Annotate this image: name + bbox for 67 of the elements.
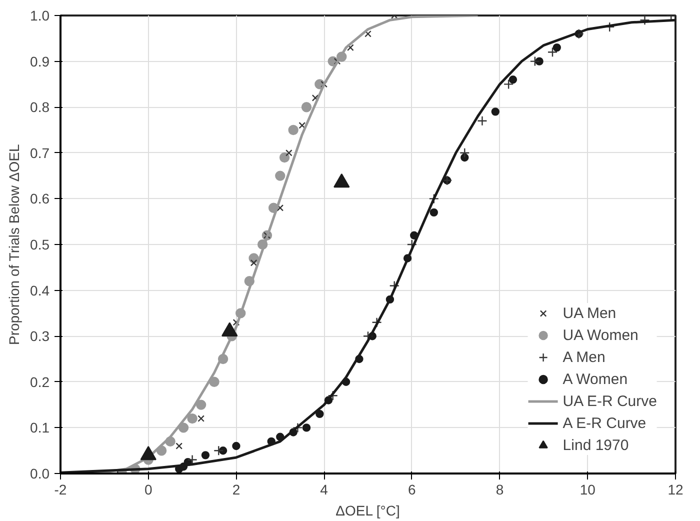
point	[196, 400, 206, 410]
point	[302, 424, 311, 432]
x-tick-label: 6	[408, 482, 416, 498]
y-tick-label: 0.3	[30, 328, 50, 344]
point	[372, 317, 382, 328]
point	[477, 116, 488, 126]
point	[503, 79, 514, 90]
point	[552, 43, 561, 52]
point	[250, 259, 258, 266]
point	[288, 124, 298, 136]
point	[286, 149, 292, 156]
legend-label: UA Women	[562, 326, 638, 344]
y-tick-label: 0.2	[30, 374, 50, 390]
x-tick-label: -2	[54, 482, 67, 498]
legend-label: UA E-R Curve	[562, 392, 657, 410]
point	[276, 204, 284, 212]
y-tick-label: 0.1	[30, 420, 50, 436]
y-tick-label: 0.5	[30, 236, 50, 252]
point	[176, 442, 183, 450]
x-tick-label: 12	[668, 482, 684, 498]
legend-label: A Men	[562, 348, 606, 366]
point	[547, 47, 558, 58]
y-tick-label: 0.7	[30, 144, 50, 161]
y-tick-label: 0.8	[30, 99, 50, 116]
point	[530, 56, 540, 66]
point	[428, 194, 439, 204]
point	[328, 390, 338, 401]
x-tick-label: 2	[232, 482, 240, 498]
point	[232, 318, 240, 326]
point	[214, 446, 224, 456]
point	[275, 170, 286, 181]
y-tick-label: 0.9	[30, 53, 50, 70]
point	[364, 30, 372, 38]
y-axis-title: Proportion of Trials Below ΔOEL	[6, 144, 22, 346]
y-tick-label: 0.0	[30, 466, 50, 482]
y-tick-label: 1.0	[30, 8, 50, 24]
point	[232, 442, 240, 450]
point	[187, 454, 198, 465]
x-tick-label: 4	[320, 482, 328, 498]
point	[316, 410, 324, 418]
legend-label: UA Men	[562, 304, 616, 322]
x-tick-label: 8	[496, 482, 504, 498]
legend-label: Lind 1970	[562, 436, 629, 454]
point	[198, 415, 204, 422]
x-axis-title: ΔOEL [°C]	[336, 502, 400, 518]
point	[460, 153, 469, 162]
point	[298, 122, 306, 129]
point	[491, 108, 500, 116]
point	[201, 451, 210, 460]
point	[640, 16, 650, 26]
y-tick-label: 0.4	[30, 282, 50, 298]
y-tick-label: 0.6	[30, 190, 50, 207]
point	[279, 152, 290, 163]
legend-label: A Women	[562, 370, 628, 388]
point	[312, 94, 319, 102]
point	[218, 446, 228, 455]
point	[347, 44, 354, 51]
point	[508, 76, 518, 84]
point	[292, 422, 303, 433]
legend-label: A E-R Curve	[562, 414, 646, 432]
x-tick-label: 10	[580, 482, 596, 498]
x-tick-label: 0	[144, 482, 152, 498]
point	[187, 413, 198, 424]
point	[301, 102, 312, 112]
point	[460, 148, 470, 158]
point	[430, 208, 438, 217]
point	[362, 331, 374, 342]
